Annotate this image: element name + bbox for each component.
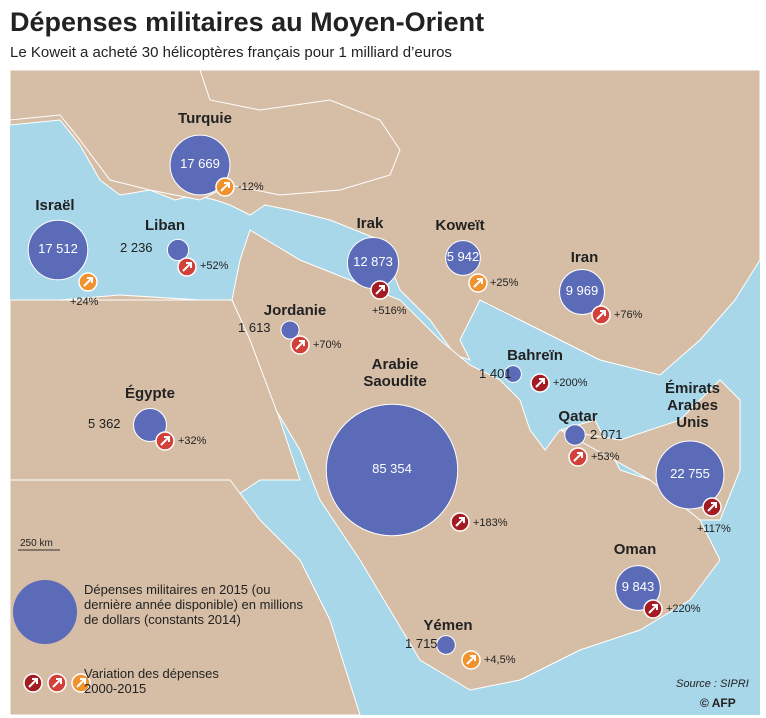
value-label: 17 669: [180, 156, 220, 171]
change-label: +200%: [553, 377, 588, 389]
change-label: +70%: [313, 339, 342, 351]
change-icon-glyph: [295, 340, 305, 350]
spending-bubble: [325, 403, 459, 537]
change-label: +76%: [614, 309, 643, 321]
country-name: Qatar: [558, 408, 598, 425]
change-icon-glyph: [473, 278, 483, 288]
subtitle: Le Koweit a acheté 30 hélicoptères franç…: [10, 44, 452, 61]
value-label: 9 969: [565, 283, 599, 298]
source: Source : SIPRI: [676, 678, 749, 690]
value-label: 5 362: [88, 416, 121, 431]
spending-bubble: [504, 365, 522, 383]
change-label: +117%: [697, 523, 731, 535]
change-icon-glyph: [596, 310, 606, 320]
change-icon-glyph: [182, 262, 192, 272]
change-icon-glyph: [535, 378, 545, 388]
country-name: Oman: [613, 541, 657, 558]
spending-bubble: [436, 635, 456, 655]
change-icon-glyph: [707, 502, 717, 512]
change-label: +32%: [178, 435, 207, 447]
value-label: 1 715: [405, 636, 438, 651]
change-icon-glyph: [83, 277, 93, 287]
change-label: +24%: [70, 296, 99, 308]
change-icon-glyph: [466, 655, 476, 665]
africa-land: [9, 479, 361, 716]
spending-bubble: [280, 320, 300, 340]
spending-bubble: [445, 240, 481, 276]
change-label: +25%: [490, 277, 519, 289]
turkey: [9, 69, 401, 201]
change-label: +183%: [473, 517, 508, 529]
value-label: 1 401: [479, 366, 512, 381]
change-label: +516%: [372, 305, 407, 317]
change-icon-glyph: [160, 436, 170, 446]
change-label: -12%: [238, 181, 264, 193]
value-label: 12 873: [353, 254, 393, 269]
change-label: +53%: [591, 451, 620, 463]
country-name: Yémen: [423, 617, 473, 634]
spending-bubble: [169, 134, 231, 196]
legend-icon-glyph: [76, 678, 86, 688]
country-name: Israël: [35, 197, 75, 214]
spending-bubble: [559, 269, 605, 315]
value-label: 17 512: [38, 241, 78, 256]
title: Dépenses militaires au Moyen-Orient: [10, 7, 485, 37]
change-icon-glyph: [648, 604, 658, 614]
change-label: +52%: [200, 260, 229, 272]
country-name: Koweït: [435, 217, 485, 234]
spending-bubble: [655, 440, 725, 510]
country-name: Turquie: [178, 110, 232, 127]
value-label: 22 755: [670, 466, 710, 481]
value-label: 2 071: [590, 427, 623, 442]
country-name: Émirats Arabes Unis: [664, 380, 721, 431]
credit: © AFP: [700, 696, 736, 710]
value-label: 2 236: [120, 240, 153, 255]
change-label: +4,5%: [484, 654, 516, 666]
legend-icon-glyph: [52, 678, 62, 688]
country-name: Liban: [145, 217, 185, 234]
spending-bubble: [27, 219, 89, 281]
country-name: Iran: [570, 249, 599, 266]
spending-bubble: [166, 238, 190, 262]
value-label: 9 843: [621, 579, 655, 594]
value-label: 85 354: [372, 461, 412, 476]
legend-size: Dépenses militaires en 2015 (ou dernière…: [84, 582, 303, 627]
value-label: 5 942: [446, 249, 480, 264]
legend-bubble: [13, 580, 77, 644]
scale-label: 250 km: [20, 538, 53, 549]
change-icon-glyph: [220, 182, 230, 192]
country-name: Bahreïn: [507, 347, 563, 364]
country-name: Arabie Saoudite: [363, 356, 427, 390]
change-icon-glyph: [375, 285, 385, 295]
legend-icon-glyph: [28, 678, 38, 688]
country-name: Irak: [356, 215, 384, 232]
spending-bubble: [564, 424, 586, 446]
value-label: 1 613: [238, 320, 271, 335]
spending-bubble: [133, 408, 167, 442]
change-icon-glyph: [455, 517, 465, 527]
country-name: Égypte: [124, 385, 175, 402]
change-label: +220%: [666, 603, 701, 615]
spending-bubble: [615, 565, 661, 611]
change-icon-glyph: [573, 452, 583, 462]
legend-change: Variation des dépenses 2000-2015: [84, 666, 219, 696]
country-name: Jordanie: [263, 302, 327, 319]
